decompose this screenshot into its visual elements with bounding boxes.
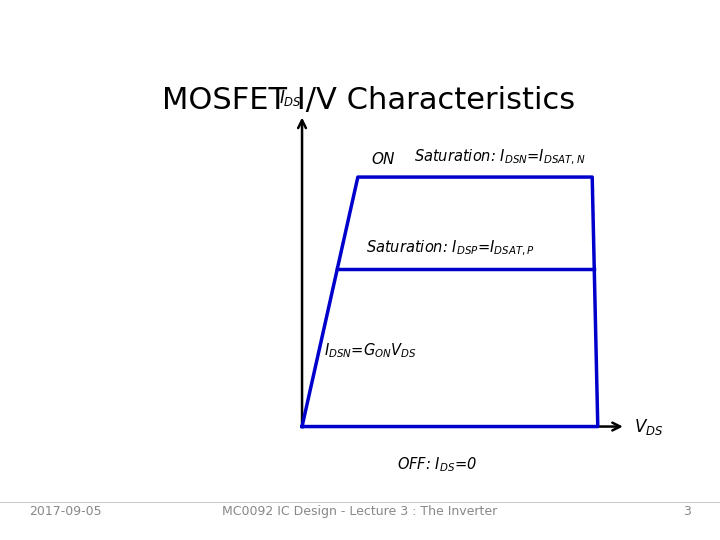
Text: ON: ON	[372, 152, 395, 167]
Text: MC0092 IC Design - Lecture 3 : The Inverter: MC0092 IC Design - Lecture 3 : The Inver…	[222, 505, 498, 518]
Text: MOSFET I/V Characteristics: MOSFET I/V Characteristics	[163, 85, 575, 114]
Text: $I_{DS}$: $I_{DS}$	[279, 89, 302, 109]
Text: $V_{DS}$: $V_{DS}$	[634, 416, 663, 436]
Text: OFF: $I_{DS}$=0: OFF: $I_{DS}$=0	[397, 456, 477, 474]
Text: 3: 3	[683, 505, 691, 518]
Text: 2017-09-05: 2017-09-05	[29, 505, 102, 518]
Text: Saturation: $I_{DSP}$=$I_{DSAT, P}$: Saturation: $I_{DSP}$=$I_{DSAT, P}$	[366, 239, 535, 258]
Text: Saturation: $I_{DSN}$=$I_{DSAT, N}$: Saturation: $I_{DSN}$=$I_{DSAT, N}$	[414, 147, 585, 167]
Text: $I_{DSN}$=$G_{ON}$$V_{DS}$: $I_{DSN}$=$G_{ON}$$V_{DS}$	[324, 341, 417, 360]
